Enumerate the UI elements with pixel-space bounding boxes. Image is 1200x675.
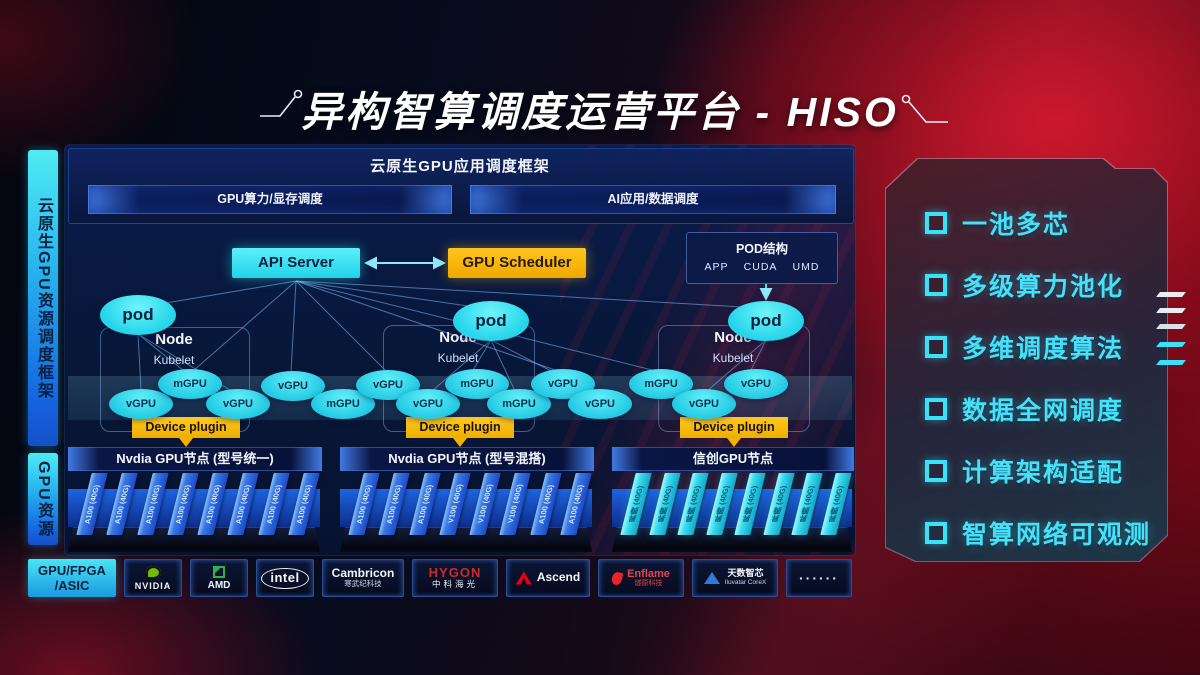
feature-label: 计算架构适配 [962, 459, 1125, 487]
framework-bar-ai-data[interactable]: AI应用/数据调度 [470, 185, 836, 214]
vgpu-ellipse[interactable]: vGPU [672, 389, 736, 419]
cambricon-vendor-box[interactable]: Cambricon 寒武纪科技 [322, 559, 404, 597]
nvidia-logo-icon [145, 565, 161, 579]
feature-label: 多级算力池化 [962, 273, 1125, 301]
feature-list: 一池多芯多级算力池化 多维调度算法 数据全网调度 计算架构适配 智算网络可观测 [925, 192, 1151, 564]
pod-structure-title: POD结构 [735, 242, 789, 256]
kubelet-label: Kubelet [712, 351, 754, 365]
vendor-text: HYGON 中科海光 [428, 565, 482, 590]
feature-item[interactable]: 计算架构适配 [925, 440, 1151, 502]
vendor-subname: Iluvatar CoreX [724, 579, 767, 587]
feature-item[interactable]: 一池多芯 [925, 192, 1151, 254]
device-plugin-arrow-icon [453, 438, 467, 447]
vendor-subname: 寒武纪科技 [344, 579, 382, 589]
hatch-decoration [1156, 324, 1186, 329]
gpu-stack-floor [612, 527, 852, 552]
left-rail-gpu-resource: GPU资源 [28, 453, 58, 545]
vendor-name: NVIDIA [134, 580, 172, 591]
vendor-name: Enflame [627, 568, 670, 581]
node-label: Node [155, 331, 193, 348]
hatch-decoration [1156, 292, 1186, 297]
nvidia-vendor-box[interactable]: NVIDIA [124, 559, 182, 597]
gpu-row-label[interactable]: Nvdia GPU节点 (型号混搭) [340, 447, 594, 471]
feature-label: 智算网络可观测 [962, 521, 1152, 549]
amd-vendor-box[interactable]: AMD [190, 559, 248, 597]
vendor-name: ······ [799, 570, 839, 586]
vendor-subname: 中科海光 [431, 579, 478, 590]
device-plugin-box[interactable]: Device plugin [680, 417, 788, 438]
page-title: 异构智算调度运营平台 - HISO [301, 89, 899, 135]
feature-panel [885, 158, 1168, 562]
hardware-type-label: GPU/FPGA /ASIC [28, 559, 116, 597]
gpu-stack-floor [68, 527, 320, 552]
vendor-text: Ascend [537, 571, 580, 584]
ascend-vendor-box[interactable]: Ascend [506, 559, 590, 597]
api-server-box[interactable]: API Server [232, 248, 360, 278]
vgpu-ellipse[interactable]: vGPU [261, 371, 325, 401]
vgpu-ellipse[interactable]: vGPU [568, 389, 632, 419]
checkbox-square-icon [925, 274, 947, 296]
pod-structure-item-umd: UMD [792, 261, 820, 273]
pod-ellipse[interactable]: pod [100, 295, 176, 335]
vgpu-ellipse[interactable]: vGPU [109, 389, 173, 419]
pod-structure-item-cuda: CUDA [743, 261, 778, 273]
vendor-name: AMD [207, 579, 231, 591]
checkbox-square-icon [925, 398, 947, 420]
framework-bar-gpu-compute[interactable]: GPU算力/显存调度 [88, 185, 452, 214]
checkbox-square-icon [925, 522, 947, 544]
feature-label: 多维调度算法 [962, 335, 1125, 363]
device-plugin-arrow-icon [179, 438, 193, 447]
feature-item[interactable]: 多维调度算法 [925, 316, 1151, 378]
pod-structure-box: POD结构 APP CUDA UMD [686, 232, 838, 284]
iluvatar-vendor-box[interactable]: 天数智芯 Iluvatar CoreX [692, 559, 778, 597]
enflame-logo-icon [610, 570, 624, 586]
gpu-row-label[interactable]: Nvdia GPU节点 (型号统一) [68, 447, 322, 471]
pod-ellipse[interactable]: pod [728, 301, 804, 341]
feature-item[interactable]: 多级算力池化 [925, 254, 1151, 316]
feature-item[interactable]: 智算网络可观测 [925, 502, 1151, 564]
hatch-decoration [1156, 308, 1186, 313]
intel-logo-icon: intel [261, 567, 309, 589]
vgpu-ellipse[interactable]: vGPU [206, 389, 270, 419]
gpu-stack-floor [340, 527, 592, 552]
vendor-subname: 燧原科技 [634, 580, 663, 588]
checkbox-square-icon [925, 212, 947, 234]
vgpu-ellipse[interactable]: vGPU [724, 369, 788, 399]
kubelet-label: Kubelet [437, 351, 479, 365]
vendor-text: Cambricon 寒武纪科技 [331, 566, 395, 589]
device-plugin-box[interactable]: Device plugin [132, 417, 240, 438]
ascend-logo-icon [515, 571, 532, 585]
vendor-name: 天数智芯 [727, 568, 764, 579]
dots-vendor-box[interactable]: ······ [786, 559, 852, 597]
feature-label: 数据全网调度 [962, 397, 1125, 425]
vendor-name: Ascend [536, 570, 581, 585]
gpu-row-label[interactable]: 信创GPU节点 [612, 447, 854, 471]
left-rail-cloud-native-gpu: 云原生GPU资源调度框架 [28, 150, 58, 446]
device-plugin-arrow-icon [727, 438, 741, 447]
vendor-name: Cambricon [331, 566, 395, 581]
vgpu-ellipse[interactable]: vGPU [396, 389, 460, 419]
gpu-scheduler-box[interactable]: GPU Scheduler [448, 248, 586, 278]
checkbox-square-icon [925, 460, 947, 482]
iluvatar-logo-icon [703, 572, 720, 584]
checkbox-square-icon [925, 336, 947, 358]
feature-label: 一池多芯 [962, 211, 1071, 239]
vendor-text: 天数智芯 Iluvatar CoreX [724, 568, 767, 587]
feature-item[interactable]: 数据全网调度 [925, 378, 1151, 440]
vendor-name: HYGON [428, 565, 482, 581]
framework-title: 云原生GPU应用调度框架 [370, 158, 550, 175]
kubelet-label: Kubelet [153, 353, 195, 367]
hardware-vendor-row: GPU/FPGA /ASIC NVIDIA AMD intel Cambricon 寒武… [28, 559, 852, 597]
intel-vendor-box[interactable]: intel [256, 559, 314, 597]
enflame-vendor-box[interactable]: Enflame 燧原科技 [598, 559, 684, 597]
hatch-decoration [1156, 360, 1186, 365]
vendor-text: Enflame 燧原科技 [627, 568, 670, 588]
amd-logo-icon [213, 565, 225, 578]
hygon-vendor-box[interactable]: HYGON 中科海光 [412, 559, 498, 597]
hatch-decoration [1156, 342, 1186, 347]
pod-structure-item-app: APP [704, 261, 729, 273]
device-plugin-box[interactable]: Device plugin [406, 417, 514, 438]
pod-ellipse[interactable]: pod [453, 301, 529, 341]
